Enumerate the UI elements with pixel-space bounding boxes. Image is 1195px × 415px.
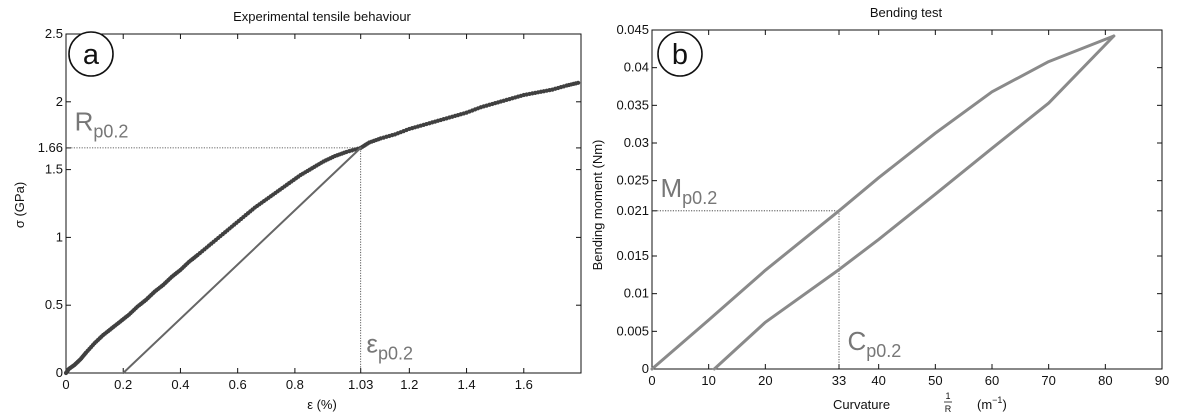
x-tick-label: 33 — [832, 373, 846, 388]
panel-badge-b: b — [657, 31, 703, 77]
y-tick-label: 0.045 — [616, 22, 649, 37]
x-tick-label: 1.03 — [348, 377, 373, 392]
x-tick-label: 90 — [1155, 373, 1169, 388]
x-tick-label: 70 — [1041, 373, 1055, 388]
y-tick-label: 2 — [56, 94, 63, 109]
y-tick-label: 2.5 — [45, 26, 63, 41]
x-tick-label: 10 — [701, 373, 715, 388]
y-tick-label: 0.035 — [616, 97, 649, 112]
y-tick-label: 0.01 — [624, 286, 649, 301]
annotation-label: εp0.2 — [366, 329, 413, 364]
annotation-label: Mp0.2 — [661, 173, 718, 208]
x-tick-label: 0.4 — [171, 377, 189, 392]
svg-text:b: b — [672, 39, 688, 71]
x-tick-label: 0.8 — [286, 377, 304, 392]
svg-text:a: a — [83, 39, 100, 71]
x-tick-label: 40 — [871, 373, 885, 388]
svg-text:1: 1 — [945, 391, 950, 401]
chart-title: Experimental tensile behaviour — [233, 9, 411, 24]
y-tick-label: 0.03 — [624, 135, 649, 150]
x-tick-label: 20 — [758, 373, 772, 388]
y-tick-label: 0 — [56, 365, 63, 380]
x-tick-label: 60 — [985, 373, 999, 388]
y-tick-label: 1.66 — [38, 140, 63, 155]
plot-area-bending: 0 10 20 33 40 50 60 70 80 90 0 0.005 0.01 0.015 0.021 0… — [616, 22, 1169, 388]
svg-text:R: R — [945, 404, 952, 414]
x-tick-label: 0.2 — [114, 377, 132, 392]
axes-frame — [651, 29, 1163, 370]
y-tick-label: 0.025 — [616, 173, 649, 188]
x-axis-title-unit: (m−1) — [977, 395, 1007, 412]
y-tick-label: 0 — [642, 361, 649, 376]
y-tick-label: 0.005 — [616, 323, 649, 338]
y-tick-label: 0.04 — [624, 60, 649, 75]
x-tick-label: 1.6 — [515, 377, 533, 392]
bending-chart: Bending test 0 10 20 33 40 50 60 70 80 90 0 0.005 0.… — [590, 5, 1169, 414]
x-axis-title: Curvature — [833, 397, 890, 412]
x-tick-label: 1.2 — [400, 377, 418, 392]
data-point — [576, 80, 581, 85]
x-axis-title-fraction: 1 R — [944, 391, 952, 414]
series-line — [712, 34, 1116, 371]
y-tick-label: 1 — [56, 229, 63, 244]
x-axis-title: ε (%) — [307, 397, 337, 412]
y-axis-title: σ (GPa) — [12, 182, 27, 228]
y-axis-title: Bending moment (Nm) — [590, 140, 605, 271]
x-tick-label: 1.4 — [458, 377, 476, 392]
series-line — [650, 34, 1116, 371]
series-line — [122, 146, 362, 374]
x-tick-label: 0 — [648, 373, 655, 388]
y-tick-label: 0.015 — [616, 248, 649, 263]
y-tick-label: 0.021 — [616, 203, 649, 218]
y-tick-label: 1.5 — [45, 162, 63, 177]
axes-frame — [65, 33, 582, 374]
panel-badge-a: a — [68, 31, 114, 77]
x-tick-label: 80 — [1098, 373, 1112, 388]
x-tick-label: 0.6 — [229, 377, 247, 392]
annotation-label: Rp0.2 — [75, 106, 129, 141]
chart-title: Bending test — [870, 5, 943, 20]
x-tick-label: 50 — [928, 373, 942, 388]
y-tick-label: 0.5 — [45, 297, 63, 312]
plot-area-tensile: 0 0.2 0.4 0.6 0.8 1.03 1.2 1.4 1.6 0 0.5 1 1.5 1.66 2 2… — [38, 26, 582, 392]
annotation-label: Cp0.2 — [848, 326, 902, 361]
tensile-chart: Experimental tensile behaviour 0 0.2 0.4 0.… — [12, 9, 582, 412]
x-tick-label: 0 — [62, 377, 69, 392]
